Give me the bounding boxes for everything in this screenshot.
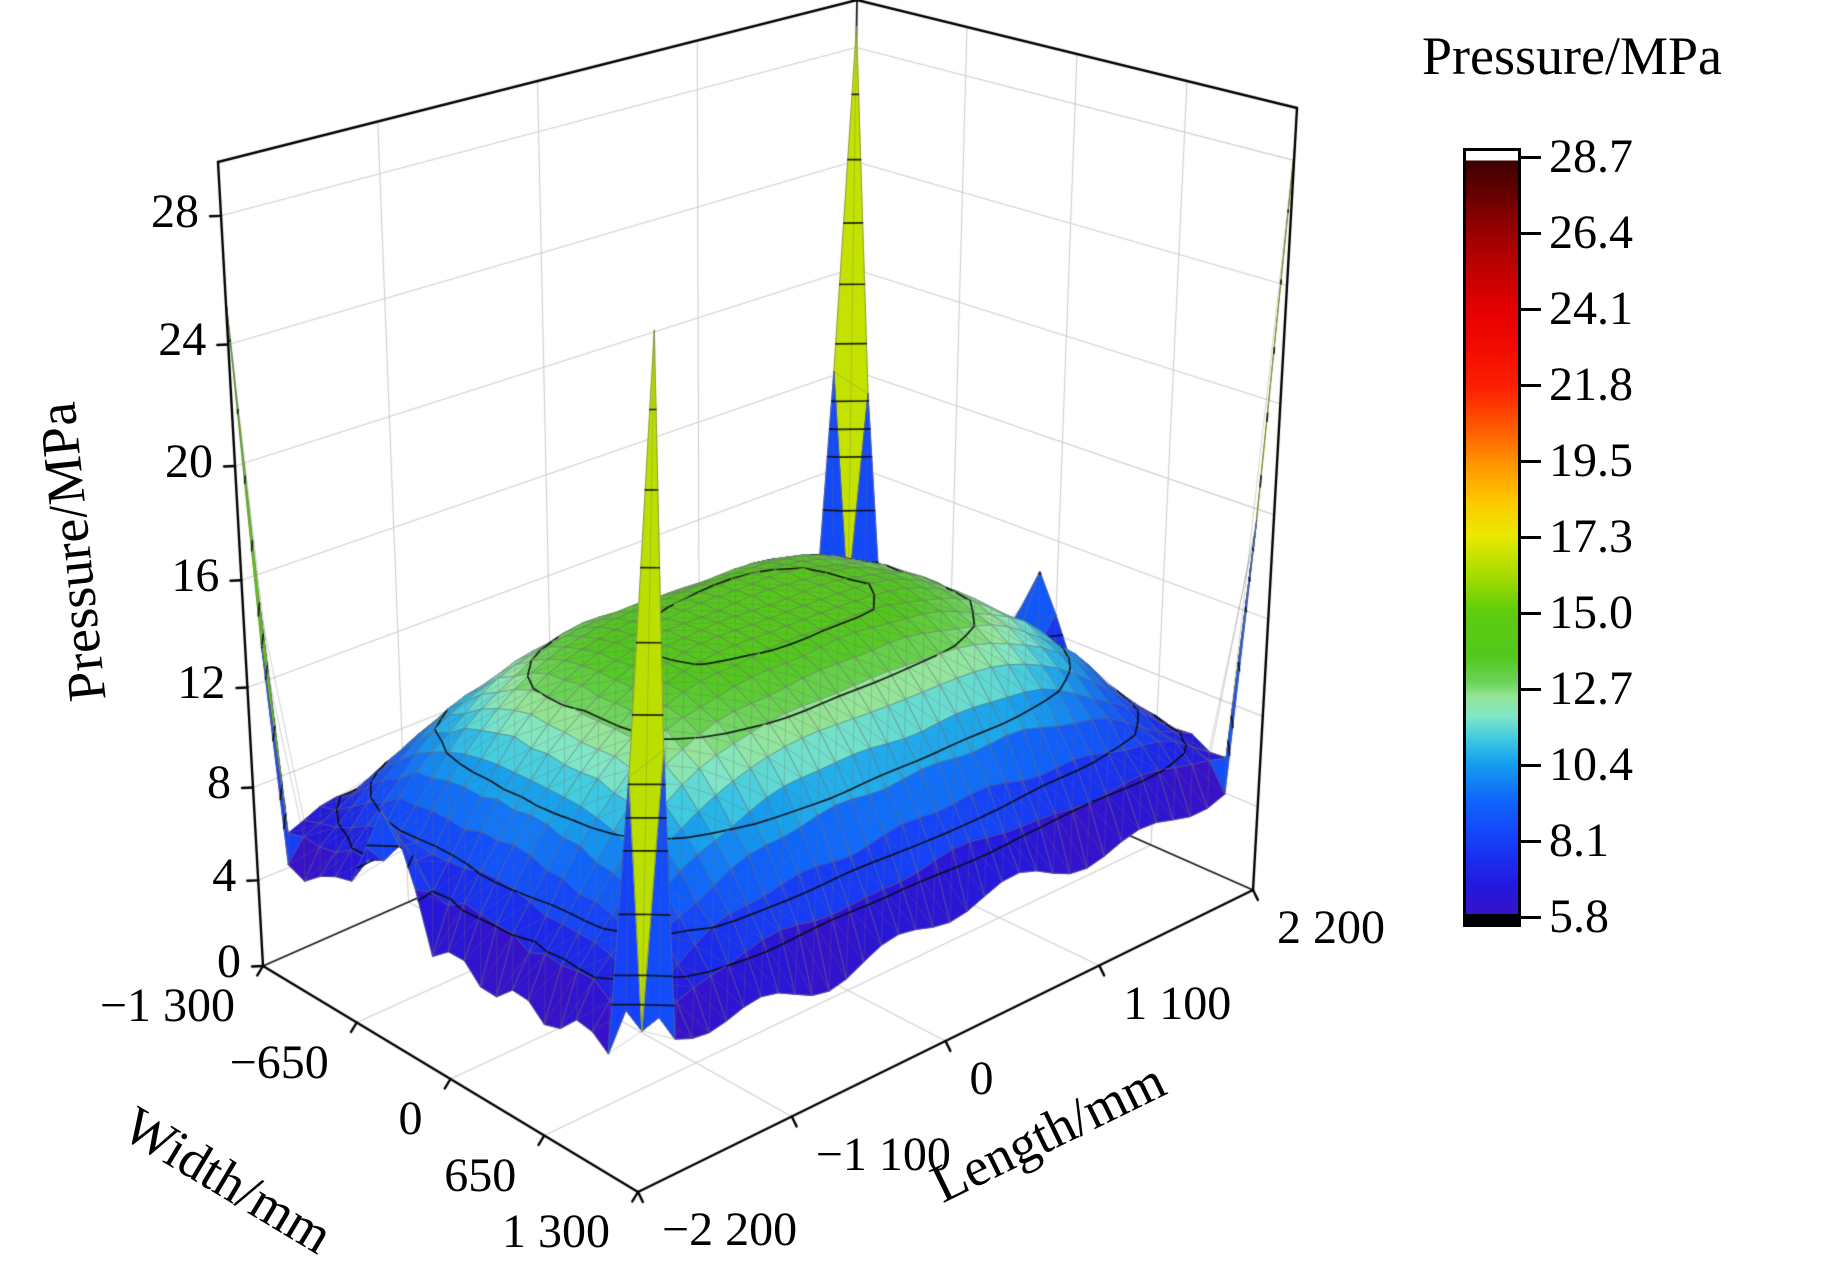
figure-3d-pressure-surface: Pressure/MPa Width/mm Length/mm 0 4 8 12 16 2… (0, 0, 1843, 1276)
surface-plot-canvas (0, 0, 1843, 1276)
